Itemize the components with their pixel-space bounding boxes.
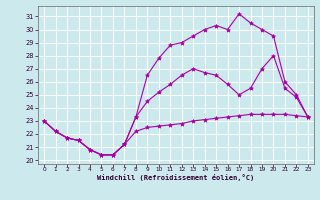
X-axis label: Windchill (Refroidissement éolien,°C): Windchill (Refroidissement éolien,°C) — [97, 174, 255, 181]
